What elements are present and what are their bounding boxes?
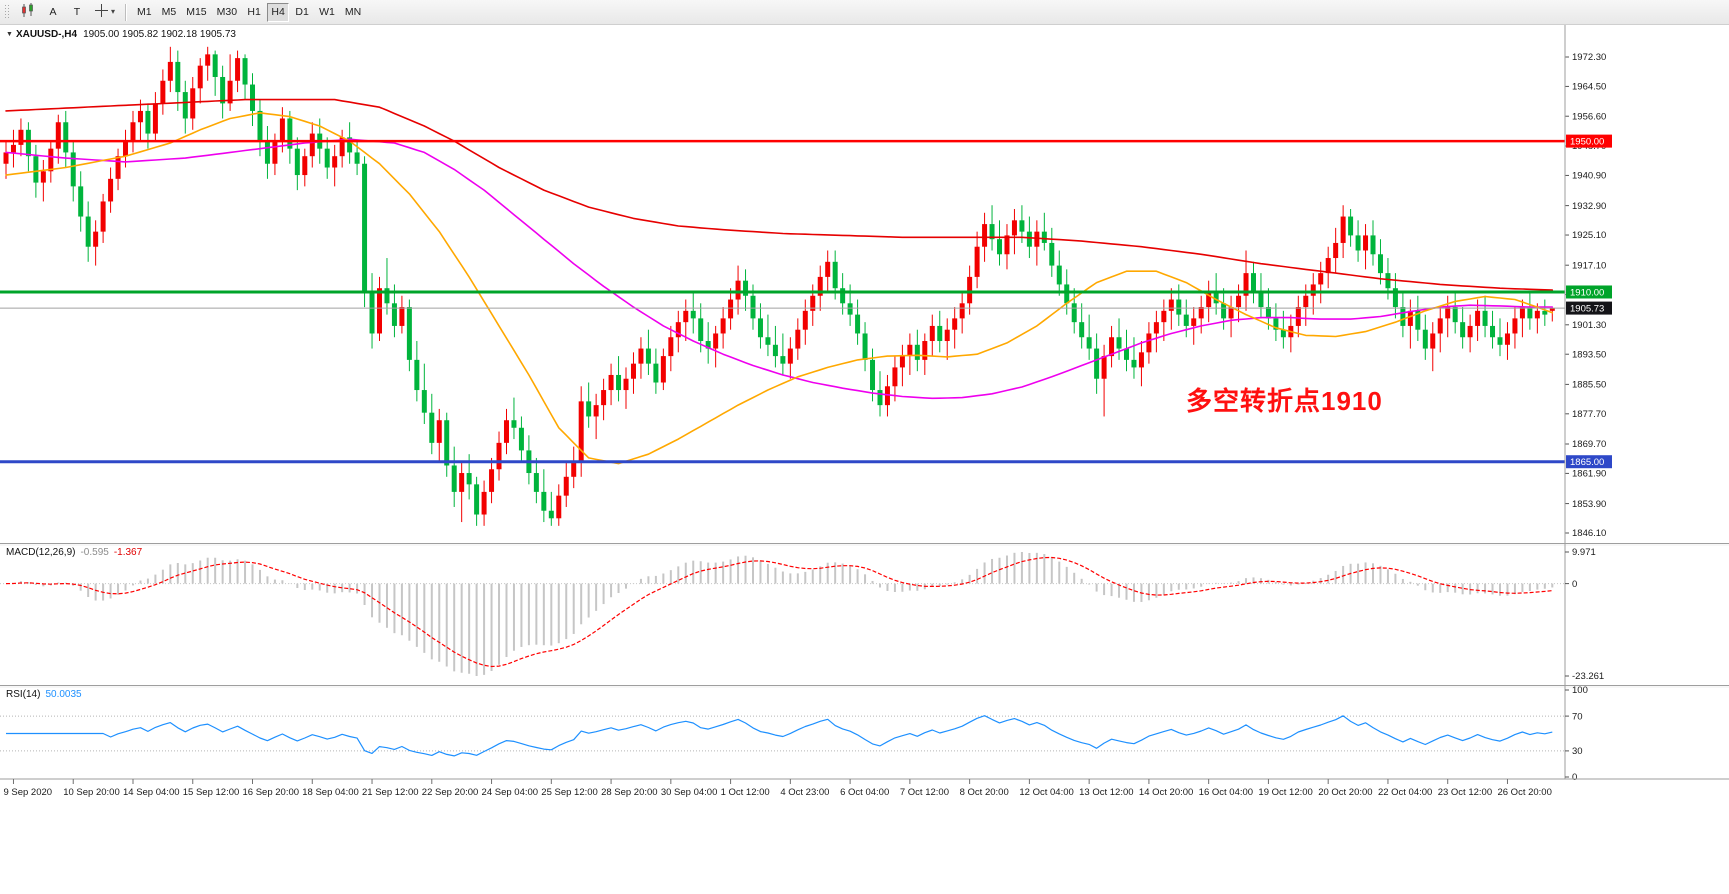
price-badge: 1865.00: [1566, 455, 1612, 469]
macd-signal-value: -1.367: [113, 547, 143, 558]
svg-text:1853.90: 1853.90: [1572, 499, 1606, 510]
ohlc-readout: 1905.00 1905.82 1902.18 1905.73: [83, 29, 236, 40]
annotation-text[interactable]: 多空转折点1910: [1186, 386, 1383, 416]
time-axis-label: 1 Oct 12:00: [721, 787, 770, 798]
svg-text:-23.261: -23.261: [1572, 671, 1604, 682]
macd-name: MACD(12,26,9): [6, 547, 76, 558]
rsi-value: 50.0035: [45, 689, 82, 700]
svg-text:30: 30: [1572, 746, 1583, 757]
svg-text:1905.73: 1905.73: [1570, 303, 1604, 314]
svg-text:1865.00: 1865.00: [1570, 457, 1604, 468]
toolbar-separator: [125, 3, 128, 21]
rsi-name: RSI(14): [6, 689, 41, 700]
candles-layer: [3, 46, 1555, 526]
timeframe-button-mn[interactable]: MN: [341, 3, 365, 22]
chart-title: ▼ XAUUSD-,H4 1905.00 1905.82 1902.18 1905.…: [6, 29, 236, 40]
macd-label: MACD(12,26,9) -0.595 -1.367: [6, 547, 142, 558]
svg-text:1964.50: 1964.50: [1572, 82, 1606, 93]
time-axis-label: 10 Sep 20:00: [63, 787, 120, 798]
time-axis-label: 24 Sep 04:00: [482, 787, 539, 798]
svg-text:1932.90: 1932.90: [1572, 201, 1606, 212]
collapse-triangle-icon[interactable]: ▼: [6, 31, 13, 38]
timeframe-button-m15[interactable]: M15: [182, 3, 210, 22]
time-axis-label: 4 Oct 23:00: [780, 787, 829, 798]
svg-text:1940.90: 1940.90: [1572, 171, 1606, 182]
ma-fast-orange: [5, 112, 1554, 465]
symbol-label: XAUUSD-,H4: [15, 29, 78, 40]
macd-signal-line: [5, 556, 1553, 668]
svg-text:1901.30: 1901.30: [1572, 320, 1606, 331]
timeframe-button-m30[interactable]: M30: [213, 3, 241, 22]
price-badge: 1950.00: [1566, 134, 1612, 148]
timeframe-button-h1[interactable]: H1: [243, 3, 265, 22]
chevron-down-icon: ▾: [111, 7, 116, 16]
svg-text:1861.90: 1861.90: [1572, 469, 1606, 480]
svg-text:1893.50: 1893.50: [1572, 349, 1606, 360]
svg-text:1869.70: 1869.70: [1572, 439, 1606, 450]
svg-text:1956.60: 1956.60: [1572, 111, 1606, 122]
time-axis-label: 6 Oct 04:00: [840, 787, 889, 798]
time-axis-label: 16 Oct 04:00: [1199, 787, 1253, 798]
svg-text:9.971: 9.971: [1572, 547, 1596, 558]
timeframe-buttons: M1 M5 M15 M30 H1 H4 D1 W1 MN: [132, 2, 366, 22]
time-axis-label: 7 Oct 12:00: [900, 787, 949, 798]
svg-text:0: 0: [1572, 579, 1577, 590]
time-axis-label: 12 Oct 04:00: [1019, 787, 1073, 798]
svg-text:1885.50: 1885.50: [1572, 380, 1606, 391]
svg-text:70: 70: [1572, 711, 1583, 722]
time-axis-label: 20 Oct 20:00: [1318, 787, 1372, 798]
chart-area[interactable]: 1972.301964.501956.601948.701940.901932.…: [0, 25, 1729, 894]
svg-text:1950.00: 1950.00: [1570, 136, 1604, 147]
svg-text:1925.10: 1925.10: [1572, 230, 1606, 241]
time-axis-label: 21 Sep 12:00: [362, 787, 419, 798]
svg-text:1877.70: 1877.70: [1572, 409, 1606, 420]
price-badge: 1905.73: [1566, 301, 1612, 315]
rsi-label: RSI(14) 50.0035: [6, 689, 82, 700]
macd-value: -0.595: [80, 547, 109, 558]
svg-text:1910.00: 1910.00: [1570, 287, 1604, 298]
timeframe-button-w1[interactable]: W1: [315, 3, 339, 22]
crosshair-button[interactable]: ▾: [90, 3, 119, 22]
arrow-tool-button[interactable]: A: [42, 3, 64, 22]
time-axis-label: 25 Sep 12:00: [541, 787, 598, 798]
svg-text:0: 0: [1572, 772, 1577, 783]
chart-canvas[interactable]: 1972.301964.501956.601948.701940.901932.…: [0, 25, 1729, 894]
time-axis-label: 19 Oct 12:00: [1258, 787, 1312, 798]
time-axis-label: 22 Oct 04:00: [1378, 787, 1432, 798]
text-tool-button[interactable]: T: [66, 3, 88, 22]
ma-medium-magenta: [5, 138, 1554, 400]
time-axis-label: 13 Oct 12:00: [1079, 787, 1133, 798]
svg-text:1917.10: 1917.10: [1572, 260, 1606, 271]
time-axis-label: 23 Oct 12:00: [1438, 787, 1492, 798]
ma-slow-red: [5, 98, 1554, 291]
macd-histogram: [12, 552, 1554, 676]
time-axis-label: 22 Sep 20:00: [422, 787, 479, 798]
timeframe-button-d1[interactable]: D1: [291, 3, 313, 22]
time-axis-label: 14 Sep 04:00: [123, 787, 180, 798]
svg-text:1972.30: 1972.30: [1572, 52, 1606, 63]
time-axis-label: 14 Oct 20:00: [1139, 787, 1193, 798]
time-axis-label: 26 Oct 20:00: [1497, 787, 1551, 798]
price-badge: 1910.00: [1566, 285, 1612, 299]
timeframe-button-h4[interactable]: H4: [267, 2, 290, 22]
toolbar: A T ▾ M1 M5 M15 M30 H1 H4 D1 W1 MN: [0, 0, 1729, 25]
svg-text:100: 100: [1572, 685, 1588, 696]
timeframe-button-m5[interactable]: M5: [158, 3, 181, 22]
crosshair-icon: [94, 3, 109, 21]
toolbar-grip[interactable]: [5, 4, 10, 20]
time-axis-label: 15 Sep 12:00: [183, 787, 240, 798]
time-axis-label: 9 Sep 2020: [3, 787, 52, 798]
chart-type-button[interactable]: [16, 3, 40, 22]
svg-text:1846.10: 1846.10: [1572, 528, 1606, 539]
timeframe-button-m1[interactable]: M1: [133, 3, 156, 22]
time-axis-label: 8 Oct 20:00: [960, 787, 1009, 798]
time-axis-label: 18 Sep 04:00: [302, 787, 359, 798]
rsi-line: [6, 715, 1553, 757]
time-axis-label: 30 Sep 04:00: [661, 787, 718, 798]
time-axis-label: 28 Sep 20:00: [601, 787, 658, 798]
time-axis-label: 16 Sep 20:00: [243, 787, 300, 798]
candlestick-chart-icon: [20, 3, 36, 21]
